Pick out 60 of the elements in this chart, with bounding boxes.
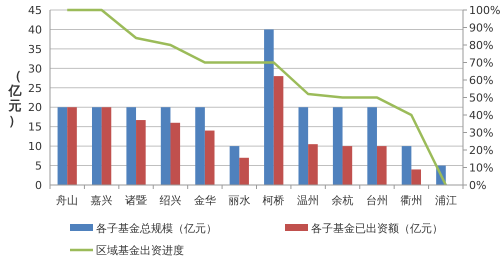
line-series [66, 8, 448, 186]
y2-tick-label: 100% [469, 4, 500, 17]
y-tick-label: 35 [28, 42, 42, 56]
y-tick-label: 0 [35, 179, 42, 192]
y-tick-label: 15 [28, 120, 42, 134]
y2-tick-label: 90% [469, 22, 494, 34]
y2-tick-label: 30% [469, 126, 494, 140]
x-tick-label: 嘉兴 [90, 194, 113, 207]
y2-tick-label: 50% [469, 92, 494, 104]
bar [342, 146, 352, 185]
legend-label: 各子基金已出资额（亿元） [311, 222, 443, 235]
y2-tick-label: 0% [469, 179, 486, 192]
bar [160, 107, 170, 185]
x-tick-label: 台州 [366, 194, 388, 207]
bar [58, 107, 68, 185]
y-tick-label: 40 [28, 23, 42, 36]
x-tick-label: 余杭 [332, 194, 354, 207]
y-tick-label: 30 [28, 62, 42, 76]
bar [402, 146, 412, 185]
bar [195, 107, 205, 185]
y2-tick-label: 70% [469, 56, 494, 70]
y2-tick-label: 40% [469, 109, 494, 122]
y2-tick-label: 10% [469, 162, 494, 174]
y2-tick-label: 80% [469, 39, 494, 52]
legend-label: 区域基金出资进度 [96, 244, 184, 257]
x-tick-label: 丽水 [228, 194, 250, 207]
x-tick-label: 绍兴 [159, 194, 182, 207]
bar [298, 107, 308, 185]
x-tick-label: 浦江 [434, 194, 457, 207]
x-tick-label: 柯桥 [262, 194, 285, 207]
y-tick-label: 20 [28, 101, 42, 114]
bar [230, 146, 240, 185]
x-tick-label: 诸暨 [125, 194, 148, 207]
y-tick-label: 5 [35, 160, 42, 173]
y2-tick-label: 20% [469, 144, 494, 157]
bar [376, 146, 387, 185]
y2-tick-label: 60% [469, 74, 494, 87]
y-tick-label: 25 [28, 82, 42, 95]
bar [126, 107, 136, 185]
bar [332, 107, 343, 185]
x-tick-label: 温州 [297, 194, 320, 207]
bar [204, 130, 215, 185]
bar [411, 169, 422, 185]
x-tick-label: 舟山 [56, 194, 78, 207]
x-tick-label: 金华 [194, 194, 216, 207]
bar [264, 29, 274, 185]
x-tick-label: 衢州 [400, 194, 422, 207]
y-tick-label: 45 [28, 4, 42, 17]
legend-label: 各子基金总规模（亿元） [96, 222, 217, 235]
y-tick-label: 10 [28, 140, 42, 154]
bar [367, 107, 377, 185]
bar [274, 76, 284, 185]
bar [308, 144, 318, 185]
bar [170, 122, 180, 185]
y-axis-title: （亿元） [8, 69, 22, 129]
bar [136, 120, 146, 185]
bar [67, 107, 77, 185]
bar [102, 107, 112, 185]
bar [92, 107, 102, 185]
bar [239, 158, 249, 185]
